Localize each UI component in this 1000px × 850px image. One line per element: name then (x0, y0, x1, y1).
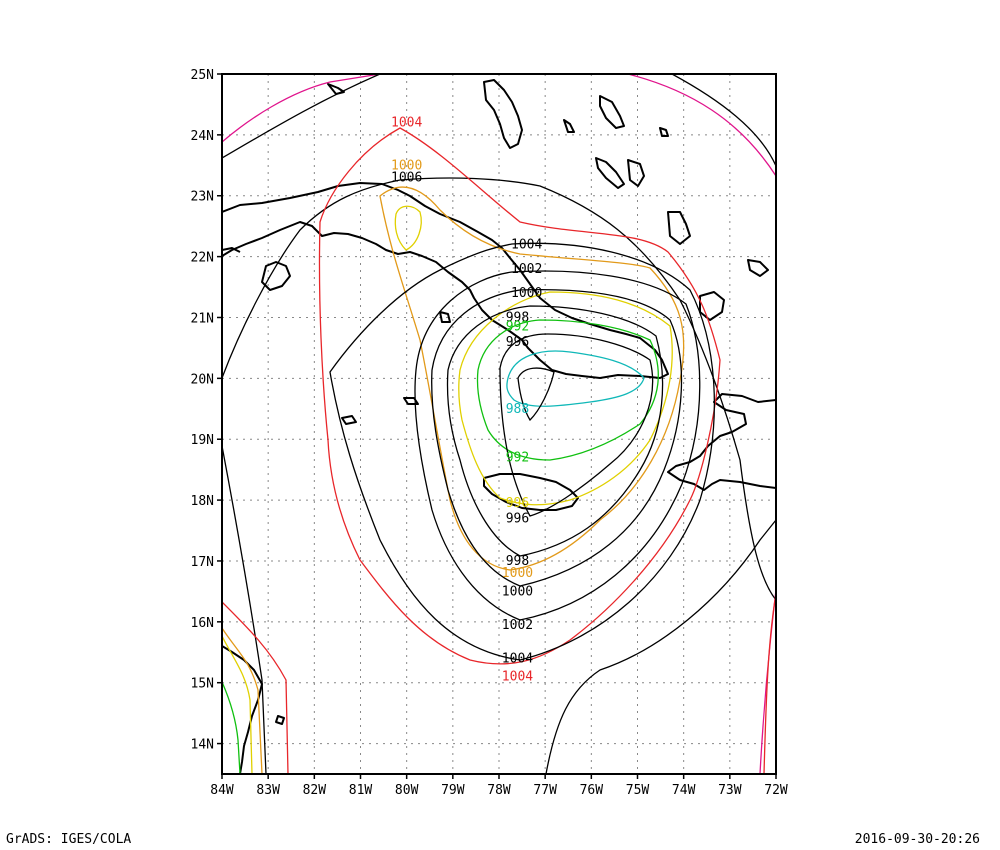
hispaniola-coastline (667, 393, 776, 491)
bahamas-island-c (667, 211, 691, 245)
contour-orange-1000 (379, 186, 685, 571)
y-tick-label: 24N (191, 129, 214, 144)
contour-black-nw (222, 74, 381, 159)
contour-magenta-se (759, 589, 776, 774)
y-tick-label: 23N (191, 190, 214, 205)
contour-label: 1002 (502, 618, 533, 633)
contour-labels: 1004100010061004100210009989929969889929… (391, 116, 543, 685)
y-tick-label: 19N (191, 433, 214, 448)
contour-label: 996 (506, 496, 529, 511)
contour-label: 1004 (502, 670, 533, 685)
y-tick-label: 20N (191, 372, 214, 387)
x-tick-label: 77W (533, 783, 557, 798)
x-tick-label: 75W (626, 783, 650, 798)
contour-label: 992 (506, 320, 529, 335)
contour-black-ne (671, 74, 776, 167)
jamaica-coastline (483, 473, 579, 511)
contour-label: 1004 (502, 651, 533, 666)
y-tick-label: 21N (191, 311, 214, 326)
bahamas-island-e (627, 159, 645, 187)
contour-label: 1000 (391, 158, 422, 173)
contour-black-998 (446, 305, 664, 557)
contour-black-996 (499, 333, 654, 517)
contour-label: 1000 (511, 286, 542, 301)
contour-red-1004 (318, 127, 721, 665)
x-tick-label: 79W (441, 783, 465, 798)
footer-timestamp: 2016-09-30-20:26 (854, 832, 980, 847)
coastlines (222, 79, 776, 774)
contour-label: 1000 (502, 584, 533, 599)
contour-black-s (545, 519, 776, 774)
x-tick-label: 80W (395, 783, 419, 798)
contour-label: 998 (506, 310, 529, 325)
island-small-1 (341, 415, 357, 425)
y-axis: 25N 24N 23N 22N 21N 20N 19N 18N 17N 16N 15N 14N (191, 68, 222, 753)
island-small-7 (275, 715, 285, 725)
bahamas-island-b (595, 157, 625, 189)
contour-label: 988 (506, 402, 529, 417)
contour-green-sw (222, 681, 241, 774)
x-tick-label: 84W (210, 783, 234, 798)
contour-black-1002 (414, 270, 701, 621)
contour-label: 1004 (391, 116, 422, 131)
contour-magenta-nw (222, 74, 381, 143)
island-small-2 (403, 397, 419, 405)
contour-yellow-996 (458, 291, 673, 506)
contour-label: 1002 (511, 262, 542, 277)
contour-yellow-small (394, 205, 422, 251)
contour-black-w (222, 177, 776, 601)
island-small-4 (563, 119, 575, 133)
contour-label: 996 (506, 335, 529, 350)
contour-label: 1000 (502, 566, 533, 581)
contour-label: 1004 (511, 237, 542, 252)
y-tick-label: 25N (191, 68, 214, 83)
y-tick-label: 16N (191, 616, 214, 631)
x-axis: 84W 83W 82W 81W 80W 79W 78W 77W 76W 75W 74W 73W 72W (210, 774, 788, 798)
contour-label: 1006 (391, 170, 422, 185)
abaco-coast (222, 247, 241, 253)
contour-red-se (763, 593, 776, 774)
grid-lines (222, 74, 776, 774)
contour-label: 996 (506, 511, 529, 526)
x-tick-label: 72W (764, 783, 788, 798)
contour-red-sw (222, 601, 289, 774)
cuba-coastline (222, 182, 669, 379)
island-small-6 (327, 83, 345, 95)
bahamas-island-d (699, 291, 725, 321)
y-tick-label: 15N (191, 677, 214, 692)
bahamas-island-f (747, 259, 769, 277)
x-tick-label: 76W (580, 783, 604, 798)
island-small-3 (439, 311, 451, 323)
contour-orange-sw (222, 627, 263, 774)
contour-cyan-988 (506, 350, 645, 407)
andros-island (483, 79, 523, 149)
y-tick-label: 22N (191, 251, 214, 266)
y-tick-label: 17N (191, 555, 214, 570)
contour-black-1004 (329, 242, 715, 661)
contour-label: 992 (506, 450, 529, 465)
island-small-5 (659, 127, 669, 137)
x-tick-label: 83W (256, 783, 280, 798)
y-tick-label: 18N (191, 494, 214, 509)
contour-lines (222, 74, 776, 774)
x-tick-label: 81W (349, 783, 373, 798)
contour-yellow-sw (222, 635, 253, 774)
x-tick-label: 78W (487, 783, 511, 798)
bahamas-island-a (599, 95, 625, 129)
contour-black-sw (222, 445, 267, 774)
contour-black-1000 (431, 289, 683, 587)
x-tick-label: 74W (672, 783, 696, 798)
central-america-coast (222, 645, 263, 774)
y-tick-label: 14N (191, 738, 214, 753)
contour-black-low (517, 367, 555, 422)
contour-label: 998 (506, 554, 529, 569)
contour-magenta-ne (627, 74, 776, 177)
x-tick-label: 73W (718, 783, 742, 798)
x-tick-label: 82W (303, 783, 327, 798)
footer-credit: GrADS: IGES/COLA (6, 832, 132, 847)
